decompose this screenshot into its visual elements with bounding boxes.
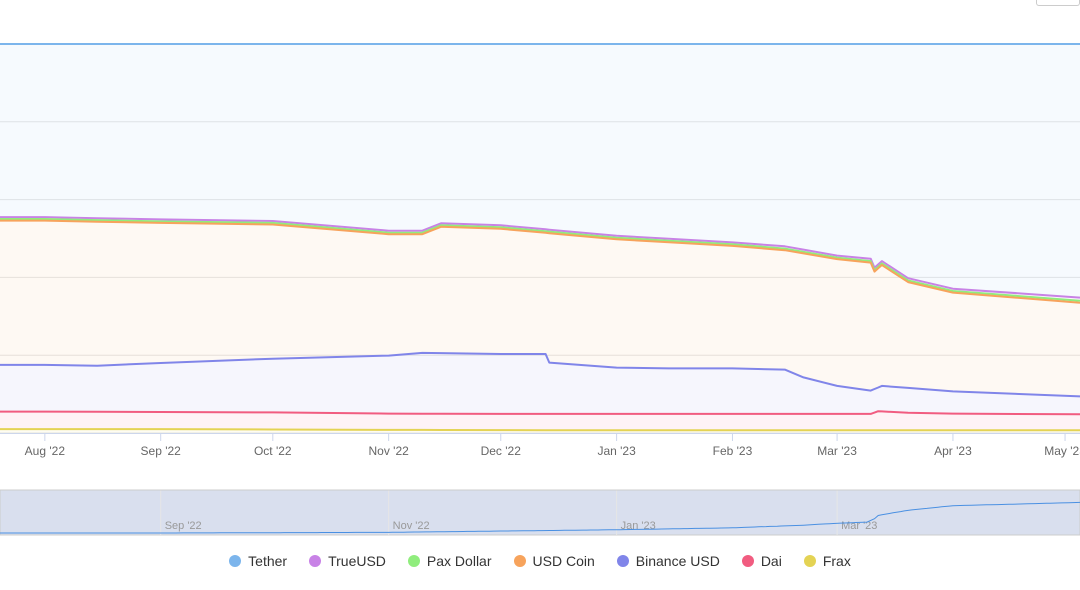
line-frax <box>0 428 1080 432</box>
legend-item-dai[interactable]: Dai <box>741 553 782 569</box>
navigator-tick-label: Jan '23 <box>621 520 656 532</box>
x-tick-label: Apr '23 <box>934 444 972 458</box>
x-tick-label: Jan '23 <box>597 444 636 458</box>
legend-marker-icon <box>229 555 242 567</box>
navigator-tick-label: Sep '22 <box>165 520 202 532</box>
line-trueusd <box>0 216 1080 299</box>
legend-item-binance-usd[interactable]: Binance USD <box>616 553 720 569</box>
x-tick-label: Mar '23 <box>817 444 857 458</box>
x-tick-label: May '23 <box>1044 444 1080 458</box>
legend-marker-icon <box>803 555 816 567</box>
legend-label: Pax Dollar <box>426 553 492 569</box>
x-tick-label: Aug '22 <box>25 444 66 458</box>
line-dai <box>0 410 1080 416</box>
line-binance-usd <box>0 351 1080 398</box>
legend-item-trueusd[interactable]: TrueUSD <box>309 553 386 569</box>
x-tick-label: Dec '22 <box>481 444 522 458</box>
navigator-series-line <box>0 501 1080 534</box>
legend-label: Dai <box>760 553 782 569</box>
legend-item-frax[interactable]: Frax <box>803 553 851 569</box>
area-binance-usd <box>0 352 1080 415</box>
line-pax-dollar <box>0 218 1080 302</box>
series-areas <box>0 44 1080 433</box>
x-tick-label: Feb '23 <box>713 444 753 458</box>
legend-label: Binance USD <box>635 553 720 569</box>
navigator-mask <box>0 489 1080 536</box>
legend-label: USD Coin <box>532 553 595 569</box>
legend-label: Tether <box>248 553 288 569</box>
x-tick-label: Sep '22 <box>141 444 182 458</box>
legend-marker-icon <box>407 555 420 567</box>
series-lines <box>0 43 1080 432</box>
area-tether <box>0 44 1080 298</box>
plot-area <box>0 44 1080 433</box>
legend-label: Frax <box>822 553 851 569</box>
line-usd-coin <box>0 219 1080 304</box>
legend-item-tether[interactable]: Tether <box>229 553 287 569</box>
legend: Tether TrueUSD Pax Dollar USD Coin Binan… <box>0 548 1080 574</box>
legend-item-pax-dollar[interactable]: Pax Dollar <box>407 553 492 569</box>
x-tick-label: Oct '22 <box>254 444 292 458</box>
area-usd-coin <box>0 220 1080 397</box>
x-tick-label: Nov '22 <box>368 444 409 458</box>
legend-marker-icon <box>741 555 754 567</box>
navigator-tick-label: Mar '23 <box>841 520 877 532</box>
stablecoin-share-chart: Aug '22 Sep '22 Oct '22 Nov '22 Dec '22 Jan '… <box>0 43 1080 536</box>
legend-marker-icon <box>616 555 629 567</box>
legend-label: TrueUSD <box>328 553 386 569</box>
navigator-tick-label: Nov '22 <box>393 520 430 532</box>
plot-background <box>0 44 1080 433</box>
area-dai <box>0 411 1080 431</box>
legend-item-usd-coin[interactable]: USD Coin <box>513 553 595 569</box>
x-axis: Aug '22 Sep '22 Oct '22 Nov '22 Dec '22 Jan '… <box>0 433 1080 458</box>
navigator[interactable]: Sep '22 Nov '22 Jan '23 Mar '23 <box>0 489 1080 536</box>
legend-marker-icon <box>309 555 322 567</box>
legend-marker-icon <box>513 555 526 567</box>
